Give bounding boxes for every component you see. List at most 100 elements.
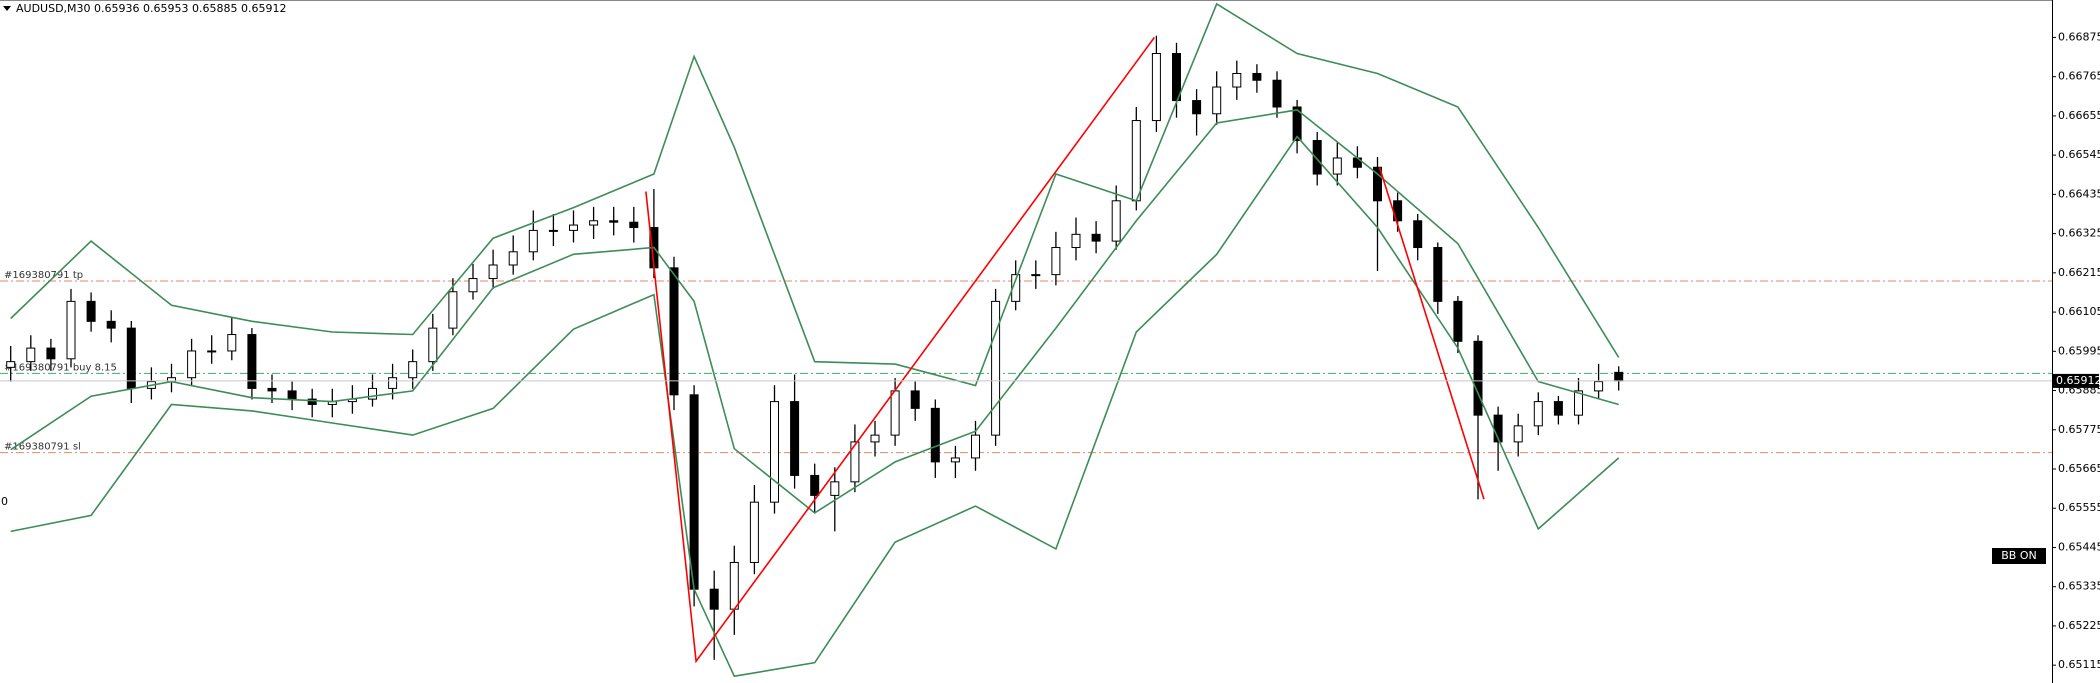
candle-body (669, 267, 679, 396)
candle-body (1131, 120, 1141, 202)
current-price-label: 0.65912 (2056, 374, 2100, 387)
candle-body (207, 350, 217, 353)
y-tick-label: 0.65115 (2058, 658, 2100, 671)
y-tick-label: 0.65775 (2058, 423, 2100, 436)
candle-body (408, 361, 418, 379)
candle-body (1272, 79, 1282, 108)
candle-body (1212, 86, 1222, 115)
candle-body (468, 278, 478, 293)
y-tick-label: 0.66215 (2058, 266, 2100, 279)
candle-body (1574, 390, 1583, 416)
candle-body (870, 434, 880, 443)
candle-body (1292, 106, 1302, 142)
candle-body (850, 441, 860, 483)
y-tick-label: 0.65335 (2058, 580, 2100, 593)
y-tick-label: 0.65555 (2058, 501, 2100, 514)
candle-body (1513, 425, 1523, 443)
candle-body (1151, 52, 1161, 122)
candle-body (26, 347, 36, 363)
candle-body (1232, 72, 1242, 88)
candle-body (187, 350, 197, 379)
y-tick-label: 0.66105 (2058, 305, 2100, 318)
candle-body (6, 361, 16, 368)
y-tick-label: 0.65225 (2058, 619, 2100, 632)
candle-body (910, 390, 920, 409)
indicator-line (10, 2, 1620, 387)
candle-body (749, 501, 759, 563)
y-tick-label: 0.66875 (2058, 30, 2100, 43)
candle-body (1192, 100, 1202, 115)
candle-body (1332, 157, 1342, 175)
indicator-badge-label: BB ON (2001, 549, 2036, 562)
indicator-badge (1992, 548, 2046, 564)
candle-body (1553, 401, 1563, 416)
candle-body (810, 474, 820, 496)
candle-body (528, 229, 538, 253)
candle-body (1614, 371, 1624, 382)
candle-body (428, 327, 438, 363)
candle-body (689, 394, 699, 590)
y-tick-label: 0.66655 (2058, 109, 2100, 122)
y-tick-label: 0.66435 (2058, 187, 2100, 200)
candle-body (1091, 233, 1101, 242)
candle-body (1252, 72, 1262, 81)
order-level-label: #169380791 buy 8.15 (4, 362, 117, 373)
candle-body (1031, 274, 1041, 277)
candle-body (247, 334, 257, 389)
candle-body (569, 224, 578, 231)
candle-body (1453, 300, 1463, 342)
indicator-line (10, 135, 1620, 678)
candle-body (770, 401, 779, 503)
candle-body (388, 377, 398, 389)
candle-body (950, 457, 960, 463)
candle-body (548, 229, 558, 232)
candle-body (287, 390, 297, 400)
candle-body (508, 251, 518, 266)
candle-body (1051, 247, 1061, 276)
candle-body (126, 327, 136, 389)
candle-body (1111, 200, 1121, 242)
candle-body (790, 401, 800, 476)
candle-body (991, 300, 1001, 436)
order-level-label: #169380791 tp (4, 270, 83, 281)
candle-body (1413, 220, 1423, 249)
candle-body (488, 264, 498, 280)
indicator-line (10, 109, 1619, 514)
candle-body (971, 434, 980, 459)
candle-body (1373, 166, 1382, 202)
y-tick-label: 0.66545 (2058, 148, 2100, 161)
candle-body (589, 220, 599, 226)
candle-body (1533, 401, 1543, 427)
candle-body (1594, 381, 1604, 392)
indicator-line (645, 36, 1485, 664)
current-price-box (2053, 373, 2099, 388)
candle-body (1433, 247, 1443, 302)
candle-body (106, 320, 116, 329)
y-tick-label: 0.65665 (2058, 462, 2100, 475)
candle-body (86, 300, 96, 322)
candle-body (368, 387, 377, 400)
candle-body (307, 398, 317, 405)
candle-body (46, 347, 56, 360)
order-level-label: #169380791 sl (4, 442, 81, 453)
candle-body (227, 334, 237, 352)
candle-body (930, 407, 940, 463)
menu-triangle (3, 6, 11, 11)
candle-body (830, 481, 840, 496)
y-tick-label: 0.66325 (2058, 227, 2100, 240)
candle-body (629, 221, 639, 229)
candle-body (66, 300, 76, 360)
candle-body (267, 387, 277, 392)
candle-body (729, 561, 739, 610)
candle-body (1011, 274, 1021, 302)
y-tick-label: 0.66765 (2058, 70, 2100, 83)
chart-title: AUDUSD,M30 0.65936 0.65953 0.65885 0.659… (16, 2, 286, 15)
candle-body (1473, 340, 1483, 416)
y-tick-label: 0.65445 (2058, 540, 2100, 553)
candle-body (1071, 233, 1081, 249)
candle-body (609, 220, 619, 223)
candle-body (1312, 140, 1322, 175)
candle-body (448, 291, 458, 329)
left-marker: 0 (1, 495, 8, 508)
